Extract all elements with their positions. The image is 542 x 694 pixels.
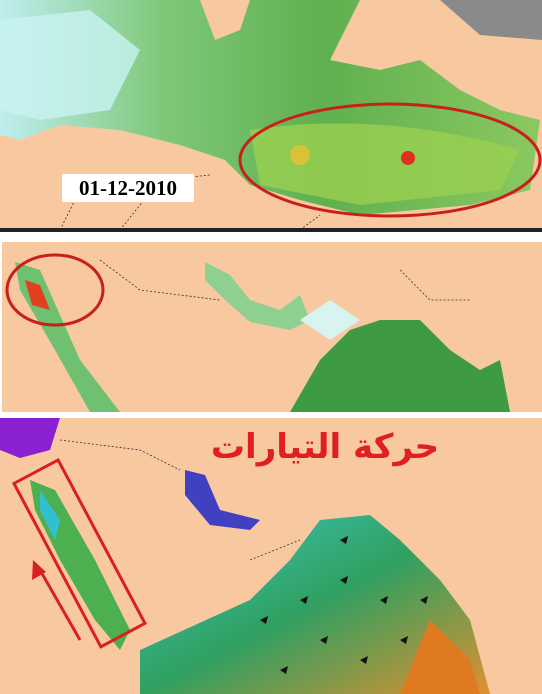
- arrow-head: [32, 560, 46, 580]
- map-title: حركة التيارات: [211, 427, 439, 467]
- scale-bar: [0, 228, 542, 232]
- panel-red-sea: [2, 242, 542, 412]
- sea-shallow: [0, 10, 140, 120]
- arrow-shaft: [38, 569, 82, 641]
- hotspot: [401, 151, 415, 165]
- no-data: [440, 0, 542, 40]
- sea-warm: [250, 123, 520, 205]
- hotspot: [25, 280, 50, 310]
- date-box: [62, 174, 194, 202]
- arabian-sea: [290, 320, 510, 412]
- no-data-purple: [0, 418, 60, 458]
- panel-currents: حركة التيارات: [0, 418, 542, 694]
- hotspot: [290, 145, 310, 165]
- panel-mediterranean: 01-12-2010: [0, 0, 542, 232]
- sea-shallow: [300, 300, 360, 340]
- highlight-ellipse: [238, 102, 542, 218]
- borders: [99, 259, 470, 301]
- highlight-rect: [11, 457, 148, 649]
- highlight-box: [11, 457, 148, 649]
- persian-gulf: [185, 470, 260, 530]
- date-label: 01-12-2010: [79, 176, 177, 200]
- persian-gulf: [205, 262, 310, 330]
- arabian-sea: [140, 515, 490, 694]
- borders: [59, 439, 301, 561]
- sea-warm: [400, 620, 480, 694]
- sea-cyan: [40, 490, 60, 540]
- highlight-ellipse: [5, 253, 105, 327]
